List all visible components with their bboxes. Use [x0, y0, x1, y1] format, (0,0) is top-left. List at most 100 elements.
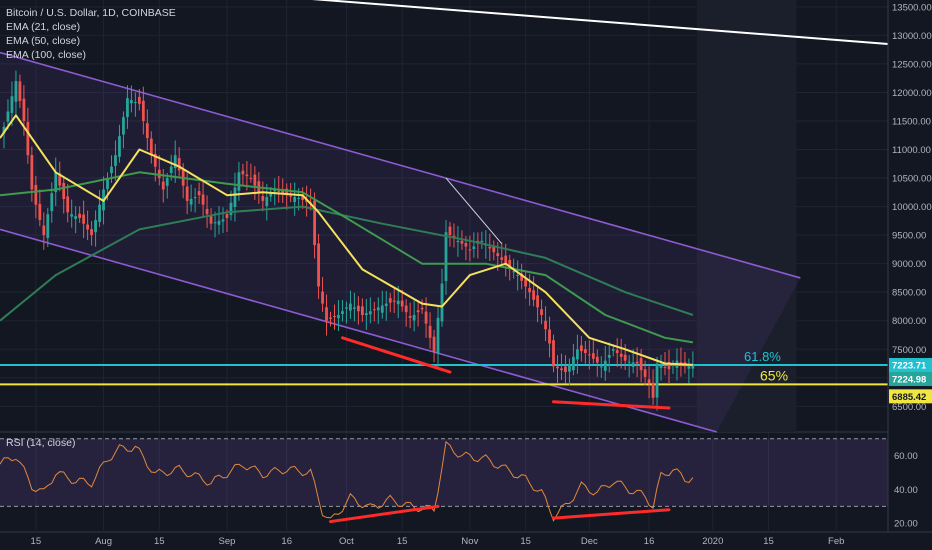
candle-body — [659, 365, 663, 368]
candle-body — [98, 204, 101, 222]
candle-body — [281, 190, 285, 194]
candle-body — [341, 311, 344, 314]
candle-body — [392, 300, 396, 302]
fib-levels: 61.8% 65% — [0, 349, 888, 386]
candle-body — [2, 126, 6, 134]
candle-body — [18, 81, 22, 102]
candle-body — [82, 214, 86, 224]
candle-body — [86, 224, 89, 230]
candle-body — [189, 198, 193, 205]
candle-body — [576, 349, 579, 360]
candle-body — [528, 287, 532, 293]
candle-body — [289, 195, 293, 197]
candle-body — [221, 219, 225, 222]
candle-body — [229, 202, 233, 216]
price-label-2: 6885.42 — [892, 392, 926, 403]
candle-body — [273, 189, 277, 192]
candle-body — [130, 100, 133, 104]
candle-body — [90, 229, 93, 236]
axis-bg — [888, 0, 932, 550]
candle-body — [460, 240, 464, 244]
candle-body — [233, 187, 237, 207]
time-tick-label: 15 — [397, 536, 408, 547]
channel-upper-line[interactable] — [0, 51, 801, 279]
candle-body — [122, 117, 125, 135]
candle-body — [504, 255, 508, 264]
candle-body — [297, 198, 301, 200]
candle-body — [145, 123, 149, 139]
candle-body — [540, 309, 543, 316]
candle-body — [691, 364, 695, 369]
candle-body — [599, 366, 603, 368]
candle-body — [66, 196, 70, 213]
candle-body — [568, 364, 571, 372]
candle-body — [364, 313, 368, 316]
time-axis[interactable]: 15 Aug 15 Sep 16 Oct 15 Nov 15 Dec 16 2020 15 Feb — [0, 531, 932, 547]
price-divergence-0 — [340, 336, 452, 374]
candle-body — [536, 295, 539, 308]
candle-body — [34, 184, 38, 205]
candle-body — [205, 208, 209, 215]
candle-body — [424, 311, 428, 324]
candle-body — [376, 307, 380, 311]
symbol-title[interactable]: Bitcoin / U.S. Dollar, 1D, COINBASE — [6, 7, 176, 19]
trendlines — [311, 0, 889, 245]
candle-body — [293, 197, 297, 203]
candle-body — [544, 320, 547, 330]
candle-body — [548, 329, 551, 344]
candle-body — [368, 311, 372, 315]
price-tick-label: 13000.00 — [892, 31, 932, 42]
candle-body — [177, 158, 181, 171]
time-tick-label: Sep — [219, 536, 236, 547]
candle-body — [253, 174, 257, 186]
candle-body — [587, 354, 591, 356]
candle-body — [591, 353, 595, 359]
price-label-box-1 — [889, 372, 932, 387]
candle-body — [225, 214, 229, 218]
chart-legend: Bitcoin / U.S. Dollar, 1D, COINBASE EMA … — [6, 6, 176, 62]
candle-body — [325, 307, 328, 321]
candle-body — [213, 222, 217, 224]
price-tick-label: 9000.00 — [892, 259, 926, 270]
candle-body — [333, 316, 336, 318]
trendline-1 — [445, 177, 503, 245]
candle-body — [639, 357, 643, 371]
candle-body — [623, 354, 627, 361]
candle-body — [118, 136, 121, 157]
price-tick-label: 7500.00 — [892, 345, 926, 356]
candle-body — [432, 336, 436, 353]
candle-body — [237, 172, 241, 191]
candle-body — [42, 225, 46, 236]
price-label-0: 7223.71 — [892, 361, 927, 372]
candle-body — [62, 182, 66, 199]
candle-body — [492, 246, 496, 253]
projection-area — [696, 0, 797, 432]
candle-body — [106, 178, 109, 190]
candle-body — [408, 316, 412, 318]
candle-body — [643, 369, 647, 377]
rsi-legend[interactable]: RSI (14, close) — [6, 437, 76, 449]
ema21-legend[interactable]: EMA (21, close) — [6, 21, 81, 33]
candle-body — [78, 213, 82, 218]
candle-body — [687, 365, 691, 369]
price-axis[interactable]: 13500.00 13000.00 12500.00 12000.00 11500.00… — [887, 0, 932, 550]
price-tick-label: 12000.00 — [892, 88, 932, 99]
candle-body — [520, 273, 524, 281]
ema100-legend[interactable]: EMA (100, close) — [6, 49, 86, 61]
candle-body — [420, 307, 424, 310]
price-tick-label: 9500.00 — [892, 231, 926, 242]
candle-body — [193, 197, 197, 199]
time-tick-label: 15 — [154, 536, 165, 547]
rsi-tick-label: 60.00 — [894, 451, 918, 462]
candle-body — [261, 196, 265, 201]
time-tick-label: 15 — [763, 536, 774, 547]
candle-body — [468, 249, 472, 251]
candle-body — [149, 138, 153, 156]
candle-body — [631, 362, 635, 367]
candle-body — [380, 305, 384, 313]
candle-body — [679, 362, 683, 364]
channel-lower-line[interactable] — [0, 228, 717, 433]
candle-body — [464, 243, 468, 247]
ema50-legend[interactable]: EMA (50, close) — [6, 35, 81, 47]
